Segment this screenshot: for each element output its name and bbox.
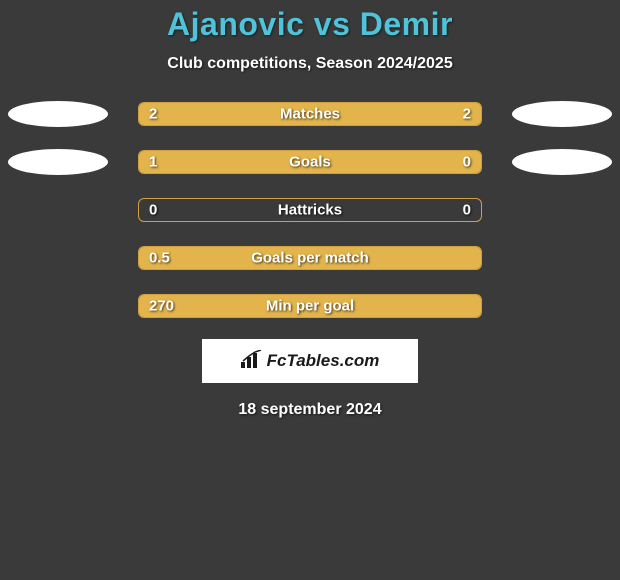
stat-bar: 0.5 Goals per match (138, 246, 482, 270)
stat-bar: 1 Goals 0 (138, 150, 482, 174)
stat-value-left: 270 (149, 298, 174, 315)
comparison-infographic: Ajanovic vs Demir Club competitions, Sea… (0, 0, 620, 419)
left-player-marker (8, 149, 108, 175)
stat-value-right: 0 (463, 202, 471, 219)
stat-label: Hattricks (278, 202, 342, 219)
stat-value-left: 0.5 (149, 250, 170, 267)
stat-value-right: 0 (463, 154, 471, 171)
footer-date: 18 september 2024 (0, 401, 620, 419)
right-player-marker (512, 149, 612, 175)
left-player-marker (8, 101, 108, 127)
stats-rows: 2 Matches 2 1 Goals 0 0 Hattricks 0 0.5 Goals per … (0, 101, 620, 319)
stat-bar: 2 Matches 2 (138, 102, 482, 126)
stat-row: 0.5 Goals per match (0, 245, 620, 271)
brand-text: FcTables.com (267, 351, 380, 371)
stat-value-left: 2 (149, 106, 157, 123)
stat-label: Goals (289, 154, 331, 171)
stat-value-left: 0 (149, 202, 157, 219)
brand-badge: FcTables.com (202, 339, 418, 383)
stat-label: Goals per match (251, 250, 369, 267)
stat-label: Matches (280, 106, 340, 123)
stat-row: 270 Min per goal (0, 293, 620, 319)
stat-row: 1 Goals 0 (0, 149, 620, 175)
stat-value-right: 2 (463, 106, 471, 123)
stat-bar: 0 Hattricks 0 (138, 198, 482, 222)
page-title: Ajanovic vs Demir (0, 6, 620, 43)
bars-icon (241, 350, 263, 373)
right-player-marker (512, 101, 612, 127)
stat-row: 0 Hattricks 0 (0, 197, 620, 223)
stat-row: 2 Matches 2 (0, 101, 620, 127)
subtitle: Club competitions, Season 2024/2025 (0, 55, 620, 73)
bar-fill-left (139, 151, 399, 173)
stat-value-left: 1 (149, 154, 157, 171)
stat-bar: 270 Min per goal (138, 294, 482, 318)
stat-label: Min per goal (266, 298, 354, 315)
